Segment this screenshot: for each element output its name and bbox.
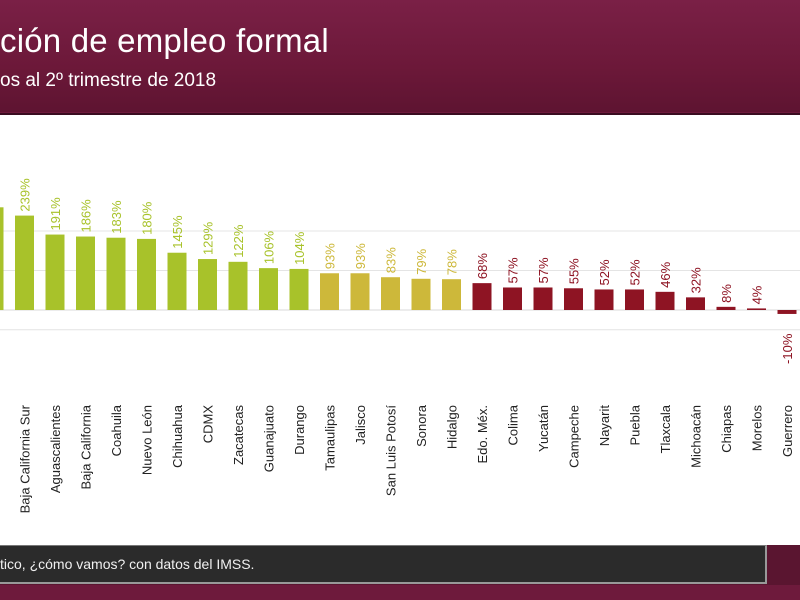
bar <box>564 288 583 310</box>
category-label: Durango <box>292 405 307 455</box>
data-label: 104% <box>292 231 307 265</box>
data-label: 186% <box>79 199 94 233</box>
bar <box>15 215 34 310</box>
category-label: Aguascalientes <box>48 405 63 494</box>
category-label: Chihuahua <box>170 404 185 468</box>
bar <box>594 289 614 310</box>
data-label: 57% <box>506 257 521 283</box>
data-label: 180% <box>140 201 155 235</box>
category-label: Guerrero <box>780 405 795 457</box>
bar <box>381 277 400 310</box>
bar <box>137 238 156 310</box>
data-label: 78% <box>445 249 460 275</box>
chart-subtitle: os al 2º trimestre de 2018 <box>0 70 217 91</box>
category-label: Chiapas <box>719 405 734 453</box>
bar <box>472 283 492 310</box>
bar <box>442 279 461 310</box>
category-label: Edo. Méx. <box>475 405 490 464</box>
category-label: Tamaulipas <box>323 405 338 471</box>
data-label: 32% <box>689 267 704 293</box>
data-label: 93% <box>353 243 368 269</box>
category-label: Baja California Sur <box>18 404 33 513</box>
data-label: 68% <box>475 253 490 279</box>
category-label: Jalisco <box>353 405 368 445</box>
data-label: -10% <box>780 333 795 364</box>
bar-chart: 239% Baja California Sur 191% Aguascaliente… <box>0 178 800 513</box>
category-label: Coahuila <box>109 404 124 456</box>
bar <box>198 259 217 310</box>
category-label: Guanajuato <box>262 405 277 472</box>
data-label: 52% <box>628 259 643 285</box>
bar <box>106 237 126 310</box>
bar <box>167 252 187 310</box>
data-label: 57% <box>536 257 551 283</box>
bar <box>259 268 278 310</box>
data-label: 145% <box>170 215 185 249</box>
bar <box>503 287 522 310</box>
bar <box>350 273 370 310</box>
header-banner: ción de empleo formal os al 2º trimestre… <box>0 0 800 112</box>
source-text: tico, ¿cómo vamos? con datos del IMSS. <box>0 556 255 572</box>
data-label: 46% <box>658 261 673 287</box>
data-label: 52% <box>597 259 612 285</box>
bar <box>777 310 797 314</box>
category-label: Colima <box>506 404 521 445</box>
bar <box>289 268 309 310</box>
category-label: San Luis Potosí <box>384 405 399 496</box>
bar <box>0 207 4 310</box>
data-label: 191% <box>48 197 63 231</box>
bar <box>655 291 675 310</box>
data-label: 129% <box>201 221 216 255</box>
category-label: Nuevo León <box>140 405 155 475</box>
bar <box>76 236 95 310</box>
data-label: 79% <box>414 248 429 274</box>
bar <box>625 289 644 310</box>
category-label: Hidalgo <box>445 405 460 449</box>
source-bar: tico, ¿cómo vamos? con datos del IMSS. <box>0 545 767 584</box>
data-label: 55% <box>567 258 582 284</box>
chart-panel: 239% Baja California Sur 191% Aguascaliente… <box>0 113 800 547</box>
category-label: Nayarit <box>597 405 612 447</box>
category-label: Michoacán <box>689 405 704 468</box>
bar <box>320 273 339 310</box>
category-label: CDMX <box>201 405 216 444</box>
data-label: 83% <box>384 247 399 273</box>
data-label: 183% <box>109 200 124 234</box>
bar <box>533 287 553 310</box>
bar <box>228 261 248 310</box>
category-label: Tlaxcala <box>658 404 673 453</box>
chart-title: ción de empleo formal <box>0 22 329 59</box>
category-label: Yucatán <box>536 405 551 452</box>
data-label: 239% <box>18 178 33 212</box>
bottom-strip <box>0 585 800 600</box>
data-label: 4% <box>750 285 765 304</box>
bar <box>45 234 65 310</box>
category-label: Campeche <box>567 405 582 468</box>
bar <box>686 297 705 310</box>
data-label: 106% <box>262 230 277 264</box>
data-label: 8% <box>719 284 734 303</box>
bar <box>411 278 431 310</box>
data-label: 93% <box>323 243 338 269</box>
category-label: Sonora <box>414 404 429 447</box>
bar <box>716 306 736 310</box>
category-label: Zacatecas <box>231 405 246 465</box>
bar <box>747 308 766 310</box>
category-label: Baja California <box>79 404 94 489</box>
category-label: Puebla <box>628 404 643 445</box>
data-label: 122% <box>231 224 246 258</box>
category-label: Morelos <box>750 405 765 452</box>
